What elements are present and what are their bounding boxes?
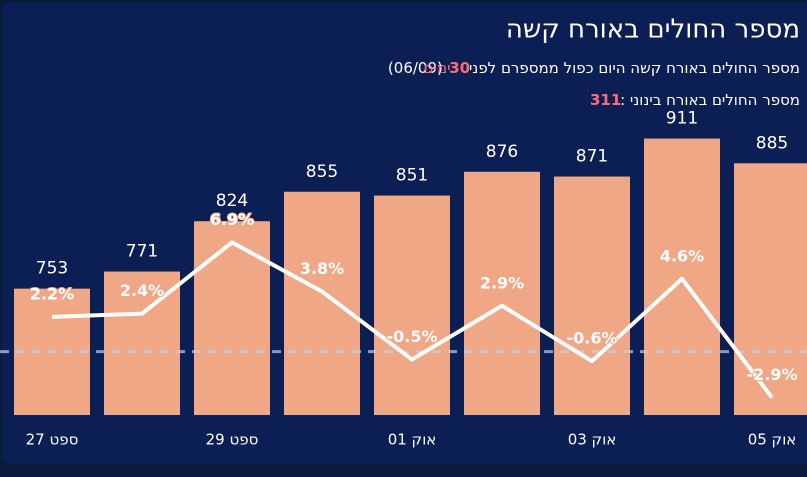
x-tick-label: ספט 29 xyxy=(206,431,259,449)
bar-value-label: 753 xyxy=(36,259,68,279)
subtitle-text: מספר החולים באורח קשה היום כפול ממספרם ל… xyxy=(469,59,800,77)
line-value-label: 2.9% xyxy=(480,273,524,292)
bar xyxy=(284,191,360,415)
subtitle-unit: ימים xyxy=(424,59,451,77)
line-value-label: 4.6% xyxy=(660,246,704,265)
subtitle-date: (06/09) xyxy=(388,59,443,77)
bar-value-label: 871 xyxy=(576,147,608,167)
x-tick-label: ספט 27 xyxy=(26,431,79,449)
line-value-label: -0.6% xyxy=(566,329,617,348)
chart-title: מספר החולים באורח קשה xyxy=(506,15,800,45)
line-value-label: 6.9% xyxy=(210,210,254,229)
bar xyxy=(734,163,807,415)
x-tick-label: אוק 05 xyxy=(748,431,797,449)
line-value-label: 2.2% xyxy=(30,284,74,303)
note-value: 311 xyxy=(590,91,621,109)
bar-value-label: 885 xyxy=(756,133,788,153)
line-value-label: -0.5% xyxy=(386,327,437,346)
bar xyxy=(554,176,630,415)
bar xyxy=(644,138,720,416)
note-text: מספר החולים באורח בינוני : xyxy=(620,91,800,109)
bar-value-label: 771 xyxy=(126,242,158,262)
bar-value-label: 824 xyxy=(216,191,248,211)
line-value-label: 3.8% xyxy=(300,259,344,278)
line-value-label: -2.9% xyxy=(746,365,797,384)
bar-value-label: 855 xyxy=(306,162,338,182)
line-value-label: 2.4% xyxy=(120,281,164,300)
note: מספר החולים באורח בינוני : 311 xyxy=(590,91,800,109)
bar-value-label: 876 xyxy=(486,142,518,162)
bar xyxy=(194,221,270,415)
x-tick-label: אוק 01 xyxy=(388,431,437,449)
subtitle: מספר החולים באורח קשה היום כפול ממספרם ל… xyxy=(388,59,800,77)
bar-value-label: 851 xyxy=(396,166,428,186)
x-tick-label: אוק 03 xyxy=(568,431,617,449)
change-line xyxy=(51,240,774,399)
bar-value-label: 911 xyxy=(666,109,698,129)
bar xyxy=(374,195,450,415)
subtitle-days: 30 xyxy=(449,59,470,77)
bar xyxy=(464,171,540,415)
